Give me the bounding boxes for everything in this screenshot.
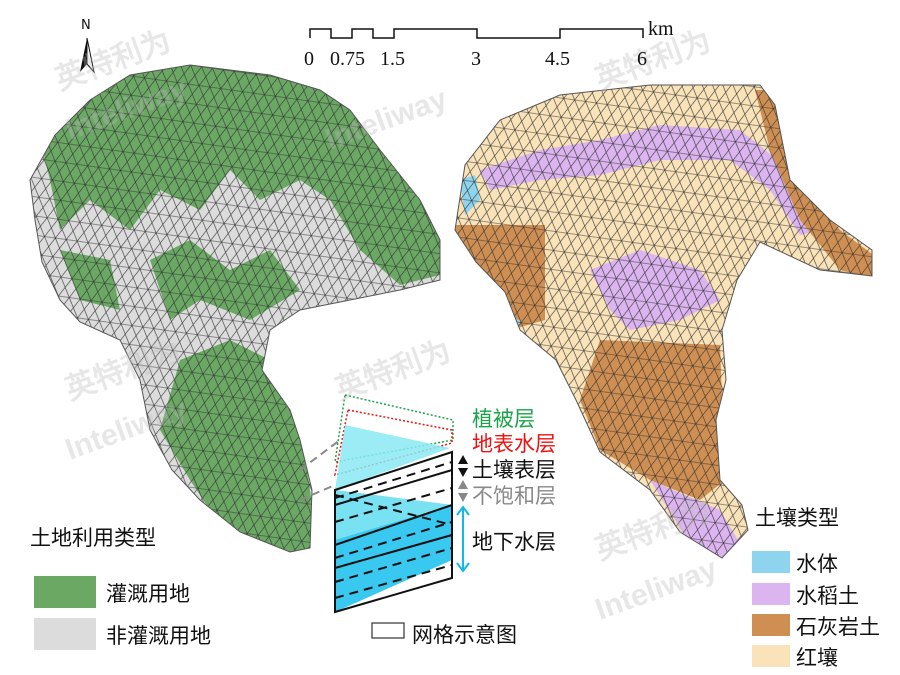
irrigated-swatch [34,576,96,608]
svg-text:英特利为: 英特利为 [591,495,715,567]
layer-arrows [456,455,470,573]
soil-column [334,450,453,614]
grid-legend-swatch [371,622,405,639]
paddy-soil-swatch [752,583,790,605]
water-swatch [752,551,790,573]
svg-text:英特利为: 英特利为 [331,335,455,407]
soil-legend-title: 土壤类型 [755,506,839,530]
grid-diagram [299,394,470,639]
north-label: N [81,18,91,33]
vegetation-layer-shape [334,394,454,463]
red-soil-swatch [752,645,790,667]
land-use-legend-title: 土地利用类型 [30,526,156,550]
svg-text:Inteliway: Inteliway [321,82,452,156]
limestone-soil-swatch [752,614,790,636]
land-use-map [29,64,441,553]
scale-bar [309,28,644,39]
north-arrow-icon [80,37,95,74]
non-irrigated-swatch [34,618,96,650]
